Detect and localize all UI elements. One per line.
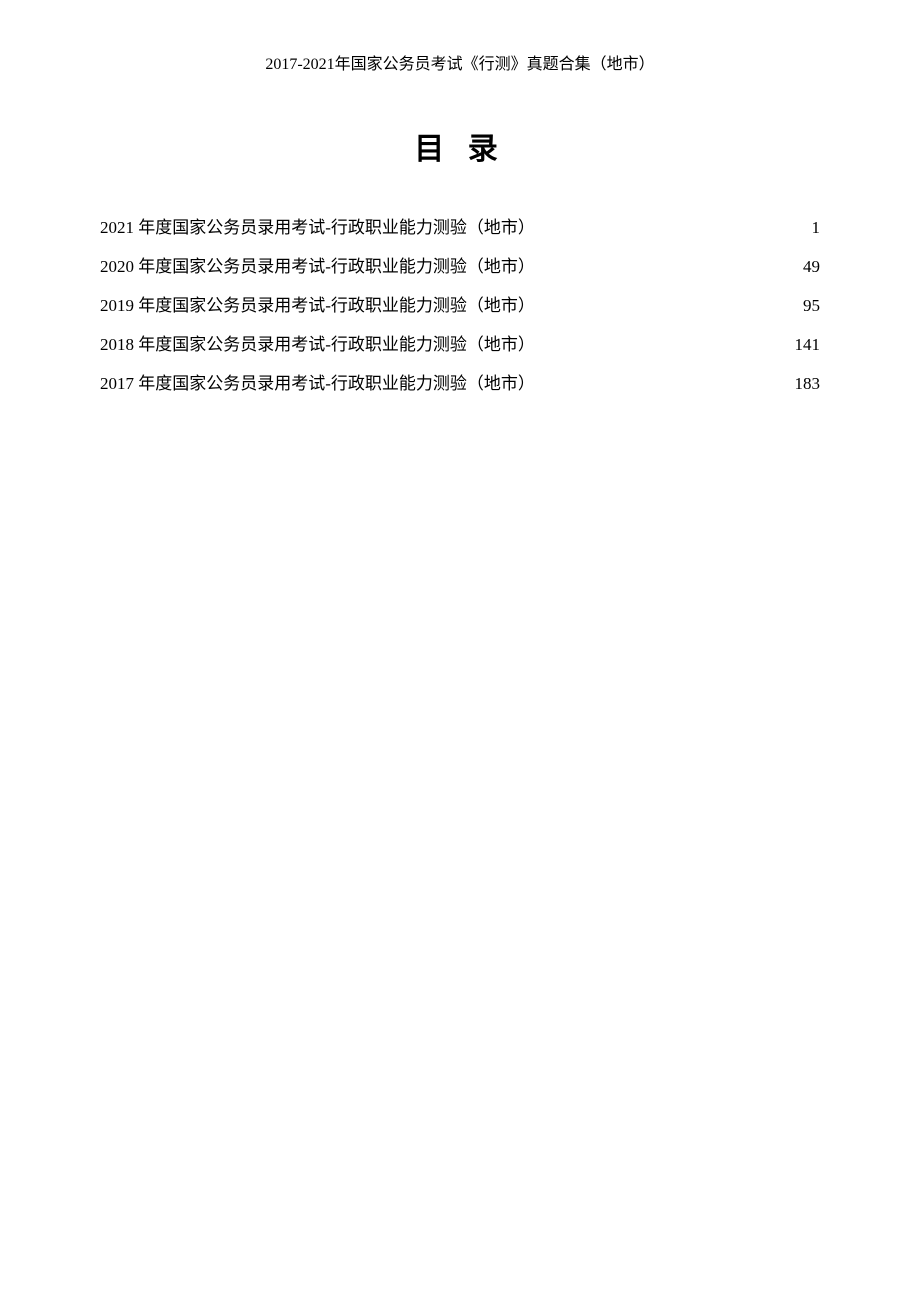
page-header: 2017-2021年国家公务员考试《行测》真题合集（地市） [100,50,820,74]
toc-item-page: 1 [812,208,821,247]
toc-item: 2019 年度国家公务员录用考试-行政职业能力测验（地市） 95 [100,286,820,325]
toc-list: 2021 年度国家公务员录用考试-行政职业能力测验（地市） 1 2020 年度国… [100,208,820,403]
toc-item: 2018 年度国家公务员录用考试-行政职业能力测验（地市） 141 [100,325,820,364]
toc-item-label: 2017 年度国家公务员录用考试-行政职业能力测验（地市） [100,364,535,403]
page-container: 2017-2021年国家公务员考试《行测》真题合集（地市） 目 录 2021 年… [0,0,920,403]
toc-item-page: 183 [795,364,821,403]
toc-title: 目 录 [100,124,820,168]
toc-item-label: 2019 年度国家公务员录用考试-行政职业能力测验（地市） [100,286,535,325]
toc-item-page: 95 [803,286,820,325]
toc-item-page: 49 [803,247,820,286]
toc-item-label: 2018 年度国家公务员录用考试-行政职业能力测验（地市） [100,325,535,364]
toc-item: 2021 年度国家公务员录用考试-行政职业能力测验（地市） 1 [100,208,820,247]
toc-item-label: 2021 年度国家公务员录用考试-行政职业能力测验（地市） [100,208,535,247]
toc-item: 2020 年度国家公务员录用考试-行政职业能力测验（地市） 49 [100,247,820,286]
toc-item-label: 2020 年度国家公务员录用考试-行政职业能力测验（地市） [100,247,535,286]
toc-item-page: 141 [795,325,821,364]
toc-item: 2017 年度国家公务员录用考试-行政职业能力测验（地市） 183 [100,364,820,403]
